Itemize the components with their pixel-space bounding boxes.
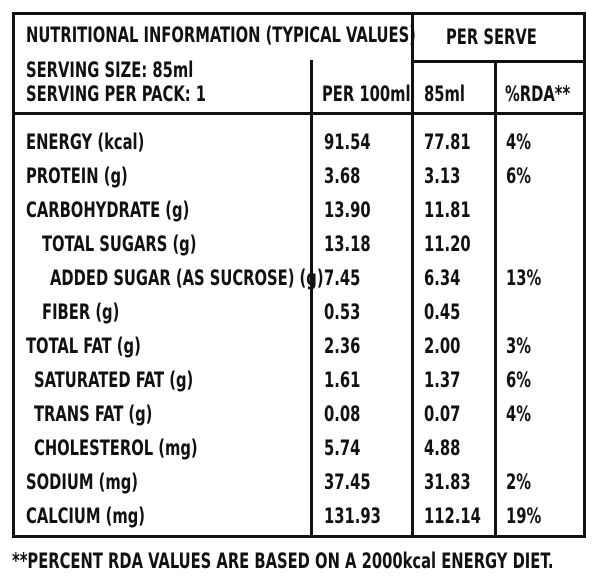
value-per-100ml: 3.68 — [324, 164, 361, 188]
nutrient-label: ADDED SUGAR (AS SUCROSE) (g) — [50, 266, 324, 290]
nutrition-table — [12, 12, 586, 538]
value-per-85ml: 31.83 — [424, 470, 471, 494]
nutrient-label: CALCIUM (mg) — [26, 504, 146, 528]
column-header-per-100ml: PER 100ml — [322, 82, 411, 106]
value-per-100ml: 0.08 — [324, 402, 361, 426]
nutrient-label: ENERGY (kcal) — [26, 130, 145, 154]
value-per-85ml: 112.14 — [424, 504, 481, 528]
value-rda: 13% — [506, 266, 542, 290]
value-per-85ml: 2.00 — [424, 334, 461, 358]
column-header-rda: %RDA** — [505, 82, 571, 106]
nutrient-label: PROTEIN (g) — [26, 164, 128, 188]
value-per-100ml: 13.90 — [324, 198, 371, 222]
value-rda: 4% — [506, 130, 532, 154]
value-per-100ml: 91.54 — [324, 130, 371, 154]
value-per-100ml: 37.45 — [324, 470, 371, 494]
value-rda: 2% — [506, 470, 532, 494]
value-per-100ml: 131.93 — [324, 504, 381, 528]
nutrient-label: CARBOHYDRATE (g) — [26, 198, 190, 222]
nutrient-label: TRANS FAT (g) — [34, 402, 153, 426]
value-per-100ml: 0.53 — [324, 300, 361, 324]
nutrient-label: CHOLESTEROL (mg) — [34, 436, 198, 460]
servings-per-pack: SERVING PER PACK: 1 — [26, 82, 207, 106]
value-per-100ml: 7.45 — [324, 266, 361, 290]
value-per-100ml: 2.36 — [324, 334, 361, 358]
divider-85ml-column — [494, 60, 497, 538]
value-per-85ml: 11.81 — [424, 198, 471, 222]
nutrient-label: FIBER (g) — [42, 300, 120, 324]
per-serve-header: PER SERVE — [446, 25, 537, 49]
table-title: NUTRITIONAL INFORMATION (TYPICAL VALUES) — [26, 23, 416, 47]
divider-per-serve-bottom — [411, 60, 586, 63]
value-per-100ml: 1.61 — [324, 368, 361, 392]
value-rda: 4% — [506, 402, 532, 426]
value-rda: 6% — [506, 368, 532, 392]
value-per-100ml: 13.18 — [324, 232, 371, 256]
value-per-100ml: 5.74 — [324, 436, 361, 460]
divider-label-column — [310, 60, 313, 538]
value-per-85ml: 4.88 — [424, 436, 461, 460]
value-per-85ml: 11.20 — [424, 232, 471, 256]
serving-size: SERVING SIZE: 85ml — [26, 58, 194, 82]
column-header-85ml: 85ml — [424, 82, 465, 106]
value-per-85ml: 77.81 — [424, 130, 471, 154]
value-rda: 3% — [506, 334, 532, 358]
value-rda: 19% — [506, 504, 542, 528]
value-per-85ml: 1.37 — [424, 368, 461, 392]
divider-header-bottom — [12, 112, 586, 115]
divider-per100-column — [411, 60, 414, 538]
nutrient-label: TOTAL SUGARS (g) — [42, 232, 197, 256]
value-per-85ml: 0.07 — [424, 402, 461, 426]
value-rda: 6% — [506, 164, 532, 188]
nutrient-label: TOTAL FAT (g) — [26, 334, 141, 358]
value-per-85ml: 3.13 — [424, 164, 461, 188]
value-per-85ml: 0.45 — [424, 300, 461, 324]
value-per-85ml: 6.34 — [424, 266, 461, 290]
nutrient-label: SODIUM (mg) — [26, 470, 138, 494]
nutrient-label: SATURATED FAT (g) — [34, 368, 194, 392]
rda-footnote: **PERCENT RDA VALUES ARE BASED ON A 2000… — [12, 549, 554, 573]
